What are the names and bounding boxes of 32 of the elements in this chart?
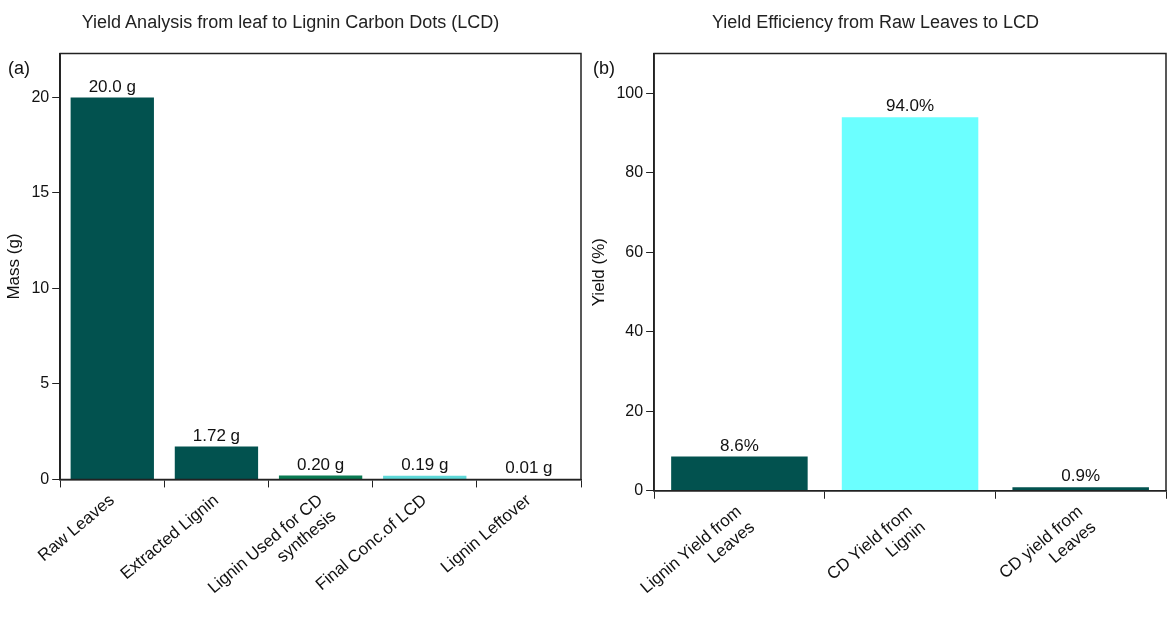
chart-title: Yield Efficiency from Raw Leaves to LCD xyxy=(711,11,1040,32)
y-tick-label: 20 xyxy=(31,87,50,105)
data-label: 0.01 g xyxy=(505,458,553,478)
bar xyxy=(841,117,979,491)
bar xyxy=(174,446,259,479)
text: (a) xyxy=(8,57,30,78)
data-label: 0.20 g xyxy=(296,454,345,474)
bar xyxy=(70,97,154,479)
bar xyxy=(383,475,467,479)
y-tick-label: 10 xyxy=(31,278,50,296)
y-tick-label: 60 xyxy=(625,242,644,260)
y-tick-label: 0 xyxy=(634,481,644,499)
y-axis-title: Yield (%) xyxy=(588,238,608,307)
y-tick-label: 5 xyxy=(40,374,50,392)
y-tick-label: 15 xyxy=(31,183,50,201)
bar xyxy=(278,475,363,479)
data-label: 8.6% xyxy=(720,435,759,455)
data-label: 0.19 g xyxy=(401,454,449,474)
chart-title: Yield Analysis from leaf to Lignin Carbon Dots (LCD) xyxy=(81,11,500,32)
bar xyxy=(671,456,808,491)
y-tick-label: 20 xyxy=(625,401,644,419)
y-tick-label: 40 xyxy=(625,322,644,340)
text: (b) xyxy=(593,57,615,78)
y-tick-label: 100 xyxy=(616,83,644,101)
y-tick-label: 0 xyxy=(40,469,50,487)
y-tick-label: 80 xyxy=(625,163,644,181)
data-label: 0.9% xyxy=(1061,466,1101,486)
data-label: 1.72 g xyxy=(192,425,241,445)
data-label: 94.0% xyxy=(885,96,935,116)
data-label: 20.0 g xyxy=(88,76,136,96)
bar xyxy=(1012,487,1149,491)
y-axis-title: Mass (g) xyxy=(3,233,23,300)
